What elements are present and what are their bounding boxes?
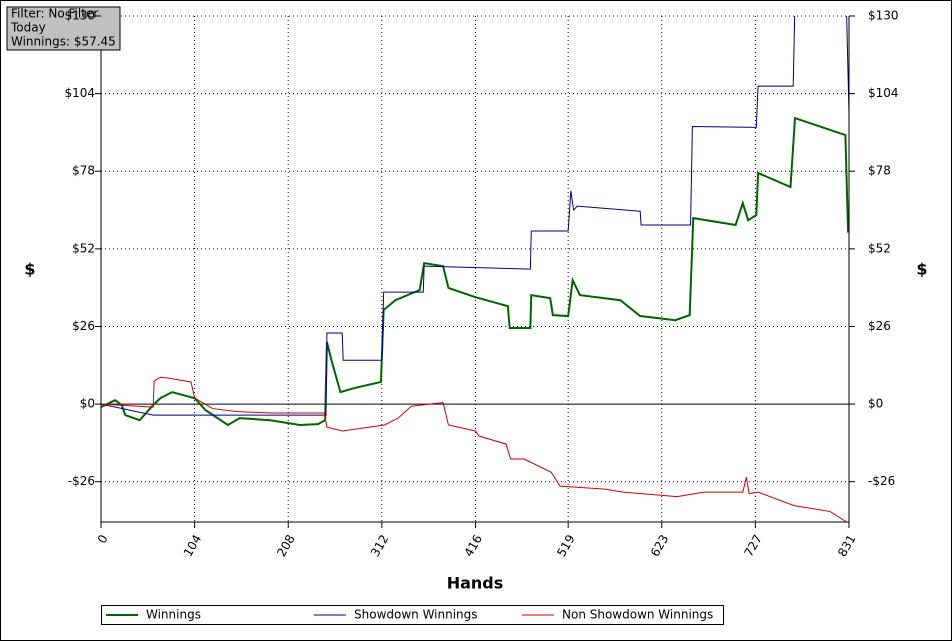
y-tick-label: -$26 <box>68 474 95 488</box>
y2-tick-label: $104 <box>868 86 899 100</box>
y2-tick-label: $78 <box>868 164 891 178</box>
y-axis-label: $ <box>24 260 35 279</box>
info-winnings: Winnings: $57.45 <box>11 35 116 49</box>
y-tick-label: $130 <box>64 9 95 23</box>
y2-tick-label: $130 <box>868 9 899 23</box>
info-date: Today <box>10 21 46 35</box>
y2-tick-label: $0 <box>868 397 883 411</box>
series-line <box>101 376 848 522</box>
y-tick-label: $52 <box>72 241 95 255</box>
y-tick-label: $104 <box>64 86 95 100</box>
legend-label: Non Showdown Winnings <box>562 608 713 622</box>
legend <box>101 605 724 625</box>
info-filter: Filter: No Filter <box>11 7 98 21</box>
info-box <box>6 6 121 51</box>
y-tick-label: $78 <box>72 164 95 178</box>
y2-tick-label: $52 <box>868 241 891 255</box>
legend-label: Winnings <box>146 608 201 622</box>
y-tick-label: $0 <box>80 397 95 411</box>
series-line <box>101 16 849 416</box>
y2-tick-label: $26 <box>868 319 891 333</box>
legend-label: Showdown Winnings <box>354 608 478 622</box>
x-axis-label: Hands <box>447 574 504 593</box>
y-tick-label: $26 <box>72 319 95 333</box>
y2-axis-label: $ <box>916 260 927 279</box>
y2-tick-label: -$26 <box>868 474 895 488</box>
series-line <box>101 116 849 427</box>
